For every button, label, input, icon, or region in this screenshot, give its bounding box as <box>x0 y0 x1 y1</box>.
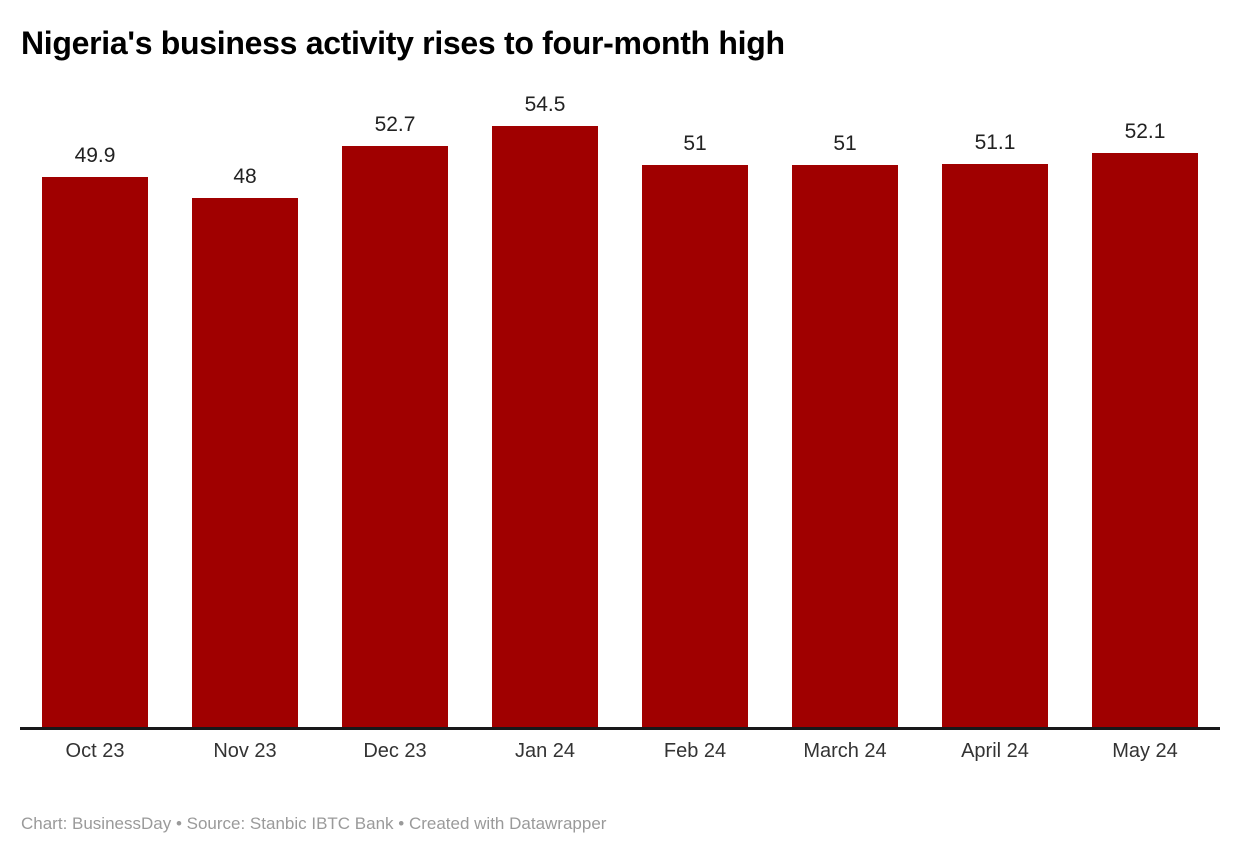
bar <box>642 165 748 728</box>
bar-column: 52.7 <box>320 0 470 728</box>
bar <box>342 146 448 728</box>
bar-column: 49.9 <box>20 0 170 728</box>
bar-column: 48 <box>170 0 320 728</box>
x-axis-label: April 24 <box>961 740 1029 762</box>
bar-value-label: 51.1 <box>974 131 1016 154</box>
bar-value-label: 54.5 <box>524 93 566 116</box>
bar-column: 51.1 <box>920 0 1070 728</box>
bar <box>1092 153 1198 728</box>
x-axis-label: Oct 23 <box>65 740 125 762</box>
chart-title: Nigeria's business activity rises to fou… <box>21 25 785 61</box>
x-axis-label: May 24 <box>1112 740 1178 762</box>
bar-value-label: 52.7 <box>374 113 416 136</box>
x-axis-line <box>20 727 1220 730</box>
bar-column: 54.5 <box>470 0 620 728</box>
bar-column: 51 <box>620 0 770 728</box>
x-axis-label: Dec 23 <box>363 740 427 762</box>
bar-value-label: 51 <box>683 132 707 155</box>
x-axis-label: Jan 24 <box>514 740 576 762</box>
bar <box>192 198 298 728</box>
x-axis-label: Feb 24 <box>663 740 727 762</box>
bar-value-label: 49.9 <box>74 144 116 167</box>
bar <box>942 164 1048 728</box>
bar <box>792 165 898 728</box>
bar-value-label: 51 <box>833 132 857 155</box>
x-axis-labels: Oct 23 Nov 23 Dec 23 Jan 24 Feb 24 March 24 Ap… <box>20 739 1220 764</box>
x-axis-label: March 24 <box>803 740 887 762</box>
bar-column: 51 <box>770 0 920 728</box>
bar <box>42 177 148 728</box>
bar-value-label: 48 <box>233 165 257 188</box>
bar-plot-area: 49.9 48 52.7 54.5 51 51 51.1 52.1 <box>20 0 1220 728</box>
bar-column: 52.1 <box>1070 0 1220 728</box>
bar-value-label: 52.1 <box>1124 120 1166 143</box>
chart-attribution: Chart: BusinessDay • Source: Stanbic IBT… <box>21 814 607 833</box>
bar <box>492 126 598 728</box>
x-axis-label: Nov 23 <box>213 740 277 762</box>
